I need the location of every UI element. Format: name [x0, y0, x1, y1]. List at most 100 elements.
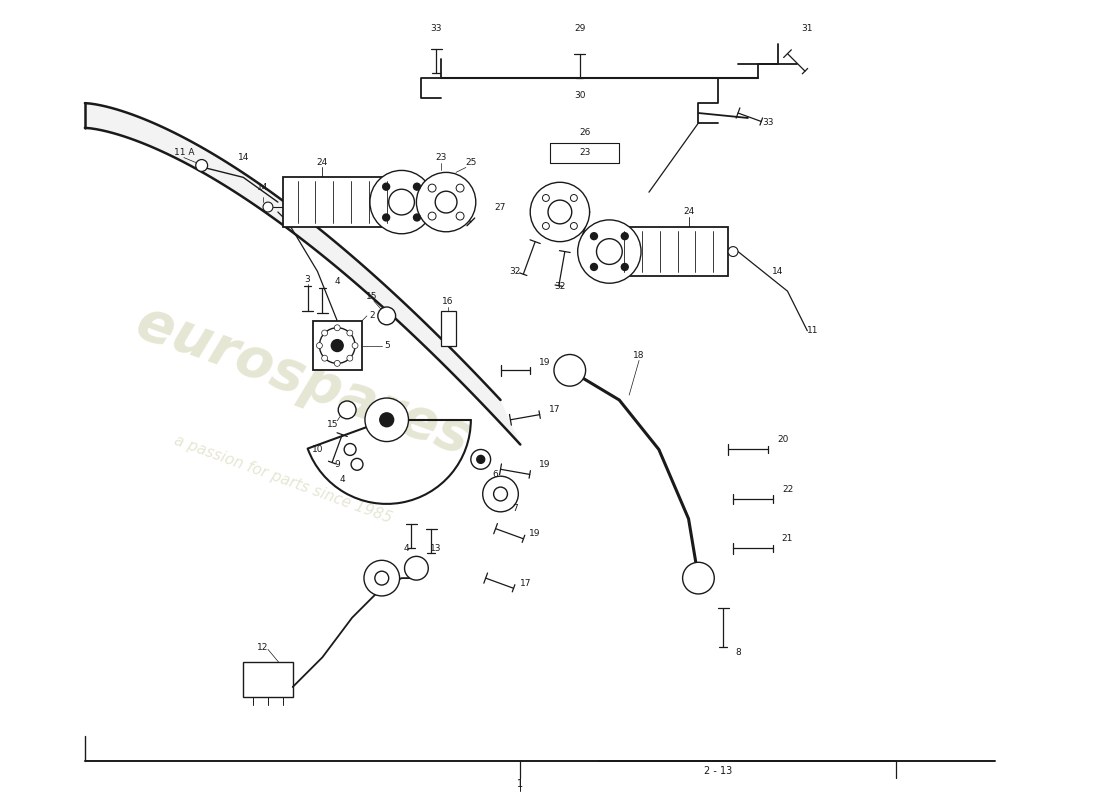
Circle shape	[436, 191, 456, 213]
Circle shape	[331, 340, 343, 351]
Circle shape	[344, 443, 356, 455]
Text: 25: 25	[465, 158, 476, 167]
Text: 32: 32	[554, 282, 565, 290]
Bar	[609, 227, 728, 276]
Circle shape	[571, 194, 578, 202]
Circle shape	[317, 342, 322, 349]
Circle shape	[351, 458, 363, 470]
Circle shape	[471, 450, 491, 470]
Text: 33: 33	[762, 118, 773, 127]
Circle shape	[530, 182, 590, 242]
Circle shape	[456, 184, 464, 192]
Text: 14: 14	[238, 153, 249, 162]
Circle shape	[414, 214, 420, 221]
Text: 33: 33	[430, 25, 442, 34]
Circle shape	[476, 455, 485, 463]
Text: 12: 12	[257, 643, 268, 652]
Circle shape	[321, 355, 328, 361]
Text: 29: 29	[574, 25, 585, 34]
Text: 7: 7	[513, 504, 518, 514]
Text: 17: 17	[549, 406, 561, 414]
Text: 6: 6	[493, 470, 498, 478]
Circle shape	[542, 222, 549, 230]
Text: 20: 20	[777, 435, 789, 444]
Text: 23: 23	[436, 153, 447, 162]
Text: 23: 23	[579, 148, 591, 157]
Circle shape	[321, 330, 328, 336]
Circle shape	[591, 233, 597, 240]
Text: 24: 24	[317, 158, 328, 167]
Circle shape	[621, 263, 628, 270]
Text: 30: 30	[574, 90, 585, 100]
Circle shape	[338, 401, 356, 419]
Text: 19: 19	[529, 529, 541, 538]
Text: 14: 14	[257, 182, 268, 192]
Text: 15: 15	[366, 291, 377, 301]
Circle shape	[377, 307, 396, 325]
Bar	[441, 311, 456, 346]
Text: 8: 8	[735, 648, 741, 657]
Text: 9: 9	[334, 460, 340, 469]
Circle shape	[621, 233, 628, 240]
Circle shape	[388, 190, 415, 215]
Bar	[312, 321, 362, 370]
Text: 16: 16	[442, 297, 454, 306]
Circle shape	[554, 354, 585, 386]
Circle shape	[196, 159, 208, 171]
Text: 22: 22	[782, 485, 793, 494]
Text: 15: 15	[327, 420, 338, 430]
Text: a passion for parts since 1985: a passion for parts since 1985	[172, 433, 394, 526]
Text: eurospares: eurospares	[129, 295, 476, 466]
Circle shape	[428, 184, 436, 192]
Circle shape	[370, 170, 433, 234]
Circle shape	[414, 183, 420, 190]
Circle shape	[428, 212, 436, 220]
Circle shape	[494, 487, 507, 501]
Circle shape	[548, 200, 572, 224]
Text: 10: 10	[311, 445, 323, 454]
Text: 5: 5	[384, 341, 389, 350]
Circle shape	[578, 220, 641, 283]
Text: 31: 31	[802, 25, 813, 34]
Circle shape	[405, 556, 428, 580]
Text: 11 A: 11 A	[174, 148, 194, 157]
Text: 19: 19	[539, 358, 551, 367]
Circle shape	[417, 172, 476, 232]
Text: 26: 26	[579, 128, 591, 138]
Bar	[283, 178, 402, 227]
Text: 24: 24	[683, 207, 694, 217]
Circle shape	[364, 560, 399, 596]
Circle shape	[352, 342, 358, 349]
Circle shape	[596, 238, 623, 265]
Text: 11: 11	[806, 326, 818, 335]
Circle shape	[379, 413, 394, 426]
Text: 4: 4	[404, 544, 409, 553]
Text: 18: 18	[634, 351, 645, 360]
Circle shape	[334, 325, 340, 330]
Circle shape	[319, 328, 355, 363]
Circle shape	[456, 212, 464, 220]
Circle shape	[263, 202, 273, 212]
Bar	[243, 662, 293, 697]
Text: 13: 13	[430, 544, 442, 553]
Text: 2: 2	[370, 311, 375, 320]
Circle shape	[571, 222, 578, 230]
Circle shape	[346, 330, 353, 336]
Circle shape	[346, 355, 353, 361]
Text: 32: 32	[509, 267, 521, 276]
Circle shape	[728, 246, 738, 257]
Circle shape	[383, 214, 389, 221]
Text: 4: 4	[334, 277, 340, 286]
Circle shape	[483, 476, 518, 512]
Circle shape	[375, 571, 388, 585]
Text: 17: 17	[519, 578, 531, 587]
Circle shape	[542, 194, 549, 202]
Circle shape	[383, 183, 389, 190]
Text: 21: 21	[782, 534, 793, 543]
Text: 2 - 13: 2 - 13	[704, 766, 733, 776]
Text: 19: 19	[539, 460, 551, 469]
Text: 3: 3	[305, 274, 310, 284]
Text: 4: 4	[340, 474, 345, 484]
Text: 1: 1	[517, 779, 524, 789]
Text: 14: 14	[772, 267, 783, 276]
